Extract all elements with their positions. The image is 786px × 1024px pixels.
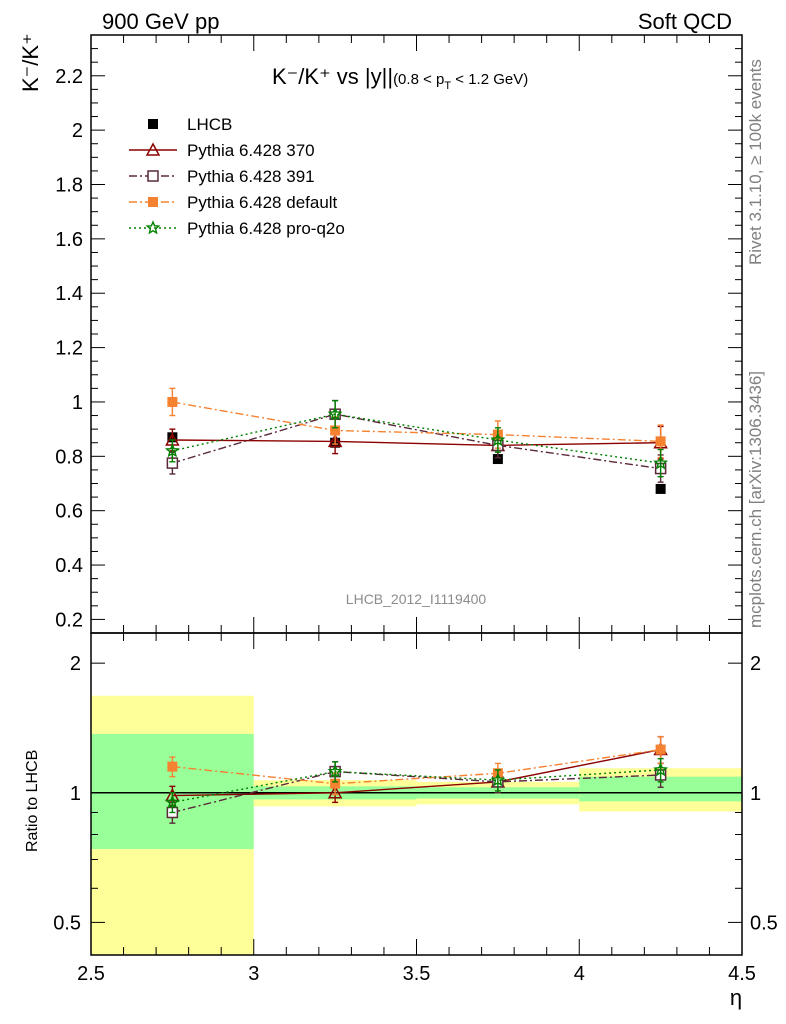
legend-entry-1: Pythia 6.428 370	[129, 141, 315, 160]
ratio-series-3	[164, 757, 668, 814]
legend-entry-2-label: Pythia 6.428 391	[187, 167, 315, 186]
ratio-series-3-point	[653, 762, 668, 777]
ratio-series-3-point	[490, 772, 506, 787]
ratio-plot-area	[91, 695, 742, 955]
ratio-series-2-line	[172, 748, 661, 785]
legend: LHCB Pythia 6.428 370 Pythia 6.428 391 Pyth…	[129, 115, 345, 238]
main-series-3-point	[330, 425, 341, 436]
legend-entry-4-label: Pythia 6.428 pro-q2o	[187, 219, 345, 238]
legend-entry-4: Pythia 6.428 pro-q2o	[129, 219, 345, 238]
main-y-label: K⁻/K⁺	[18, 33, 43, 92]
main-series-3-point	[655, 436, 666, 447]
x-tick-label: 3	[248, 963, 259, 985]
ratio-series-3-point	[327, 763, 343, 778]
main-y-tick-label: 1.2	[55, 338, 83, 360]
ratio-y-tick-label-right: 0.5	[750, 912, 778, 934]
main-series-2	[166, 399, 667, 483]
main-series-2-line	[172, 413, 661, 470]
main-series-4-point	[164, 443, 180, 458]
ratio-y-label: Ratio to LHCB	[24, 750, 41, 852]
main-y-tick-label: 1.6	[55, 229, 83, 251]
ratio-y-axis: 0.5 0.5 1 1 2 2	[53, 653, 778, 934]
main-series-3-point	[167, 396, 178, 407]
main-y-tick-label: 2	[72, 120, 83, 142]
legend-entry-0-label: LHCB	[187, 115, 232, 134]
x-tick-label: 4	[574, 963, 585, 985]
main-series-4-point	[490, 432, 506, 447]
main-series-1-line	[172, 439, 661, 447]
main-series-4-point	[327, 406, 343, 421]
legend-entry-3: Pythia 6.428 default	[129, 193, 338, 212]
legend-entry-3-marker	[148, 197, 158, 207]
ratio-y-tick-label: 1	[70, 783, 81, 805]
main-series-0	[167, 432, 666, 494]
main-y-tick-label: 0.8	[55, 446, 83, 468]
chart-title-bar: |	[387, 64, 393, 89]
ratio-y-tick-label-right: 1	[750, 783, 761, 805]
ratio-series-1-line	[172, 770, 661, 814]
main-y-tick-label: 0.6	[55, 501, 83, 523]
x-tick-label: 3.5	[403, 963, 431, 985]
legend-entry-3-label: Pythia 6.428 default	[187, 193, 338, 212]
ratio-series-3-point	[164, 794, 180, 809]
x-tick-label: 2.5	[77, 963, 105, 985]
ratio-y-tick-label-right: 2	[750, 653, 761, 675]
main-y-tick-label: 1.4	[55, 283, 83, 305]
chart-title-main: K⁻/K⁺ vs |y|	[272, 64, 387, 89]
main-series-3	[167, 387, 666, 459]
legend-entry-1-marker	[145, 142, 161, 156]
ratio-series-2-point	[330, 778, 341, 789]
legend-entry-2: Pythia 6.428 391	[129, 167, 315, 186]
ratio-series-3-line	[172, 769, 661, 804]
main-series-1-point	[327, 433, 343, 448]
legend-entry-0: LHCB	[148, 115, 232, 134]
main-y-axis: 0.2 0.4 0.6 0.8 1 1.2 1.4 1.6 1.8 2 2.2	[55, 48, 742, 631]
main-series-0-point	[492, 454, 503, 465]
legend-entry-4-marker	[145, 220, 161, 235]
ratio-series-2-point	[167, 761, 178, 772]
main-series-4	[164, 399, 669, 478]
main-y-tick-label: 1.8	[55, 175, 83, 197]
main-y-tick-label: 2.2	[55, 66, 83, 88]
chart-title: K⁻/K⁺ vs |y||(0.8 < pT < 1.2 GeV)	[272, 64, 528, 92]
side-text-rivet: Rivet 3.1.10, ≥ 100k events	[746, 59, 765, 265]
main-x-ticks	[90, 35, 743, 633]
main-y-tick-label: 1	[72, 392, 83, 414]
header-right: Soft QCD	[638, 9, 732, 34]
legend-entry-0-marker	[148, 119, 158, 129]
ratio-series-0-point	[327, 785, 343, 799]
main-plot-area	[164, 387, 669, 494]
ratio-series-0-line	[172, 748, 661, 797]
main-y-tick-label: 0.2	[55, 609, 83, 631]
main-y-tick-label: 0.4	[55, 555, 83, 577]
ratio-y-tick-label: 0.5	[53, 912, 81, 934]
analysis-id: LHCB_2012_I1119400	[346, 591, 487, 607]
side-text-mcplots: mcplots.cern.ch [arXiv:1306.3436]	[746, 371, 765, 628]
main-series-4-point	[653, 455, 669, 470]
ratio-y-tick-label: 2	[70, 653, 81, 675]
main-panel: 0.2 0.4 0.6 0.8 1 1.2 1.4 1.6 1.8 2 2.2 K⁻/K⁺ K⁻/K…	[18, 33, 743, 634]
chart-title-cut-sub: T	[444, 80, 451, 92]
chart-title-cut: (0.8 < p	[393, 71, 444, 88]
main-series-3-line	[172, 401, 661, 443]
legend-entry-2-marker	[147, 170, 159, 182]
ratio-x-axis: 2.5 3 3.5 4 4.5	[77, 633, 756, 985]
main-series-0-point	[655, 483, 666, 494]
ratio-series-2-point	[655, 744, 666, 755]
x-tick-label: 4.5	[728, 963, 756, 985]
legend-entry-1-label: Pythia 6.428 370	[187, 141, 315, 160]
x-axis-label: η	[730, 985, 742, 1010]
header-left: 900 GeV pp	[102, 9, 219, 34]
chart-title-cut-end: < 1.2 GeV)	[451, 71, 528, 88]
ratio-panel: 0.5 0.5 1 1 2 2 2.5 3 3.5 4 4.5 Ratio to LHCB η	[24, 632, 778, 1010]
